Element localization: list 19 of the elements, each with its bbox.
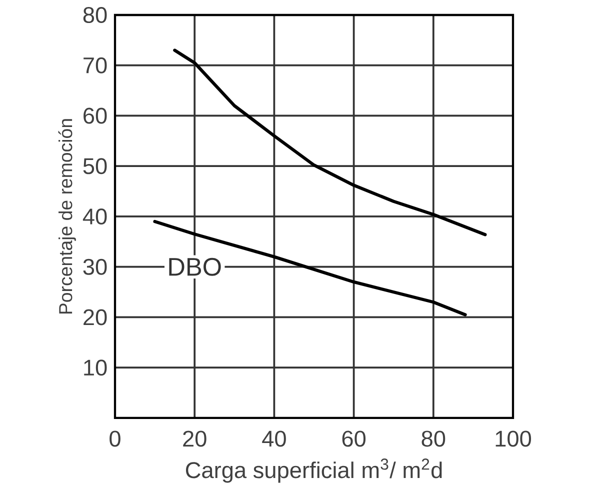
y-tick-label: 60 <box>84 108 107 124</box>
y-axis-title: Porcentaje de remoción <box>58 119 76 314</box>
line-series <box>173 48 487 236</box>
x-axis-title: Carga superficial m$^{3}$/ m$^{2}$d <box>186 458 442 483</box>
y-tick-label: 80 <box>83 6 107 24</box>
y-tick-label: 20 <box>84 309 107 326</box>
x-tick-label: 0 <box>110 430 120 447</box>
x-tick-label: 20 <box>183 430 206 447</box>
x-tick-label: 60 <box>342 430 366 447</box>
line-series <box>153 220 467 316</box>
x-tick-label: 100 <box>496 430 532 447</box>
y-tick-label: 70 <box>84 57 107 74</box>
y-tick-label: 30 <box>83 258 107 275</box>
x-tick-label: 40 <box>262 430 286 447</box>
series-label: DBO <box>169 258 221 276</box>
y-tick-label: 50 <box>83 158 107 174</box>
x-tick-label: 80 <box>422 430 446 447</box>
y-tick-label: 10 <box>84 360 107 376</box>
y-tick-label: 40 <box>82 208 107 225</box>
